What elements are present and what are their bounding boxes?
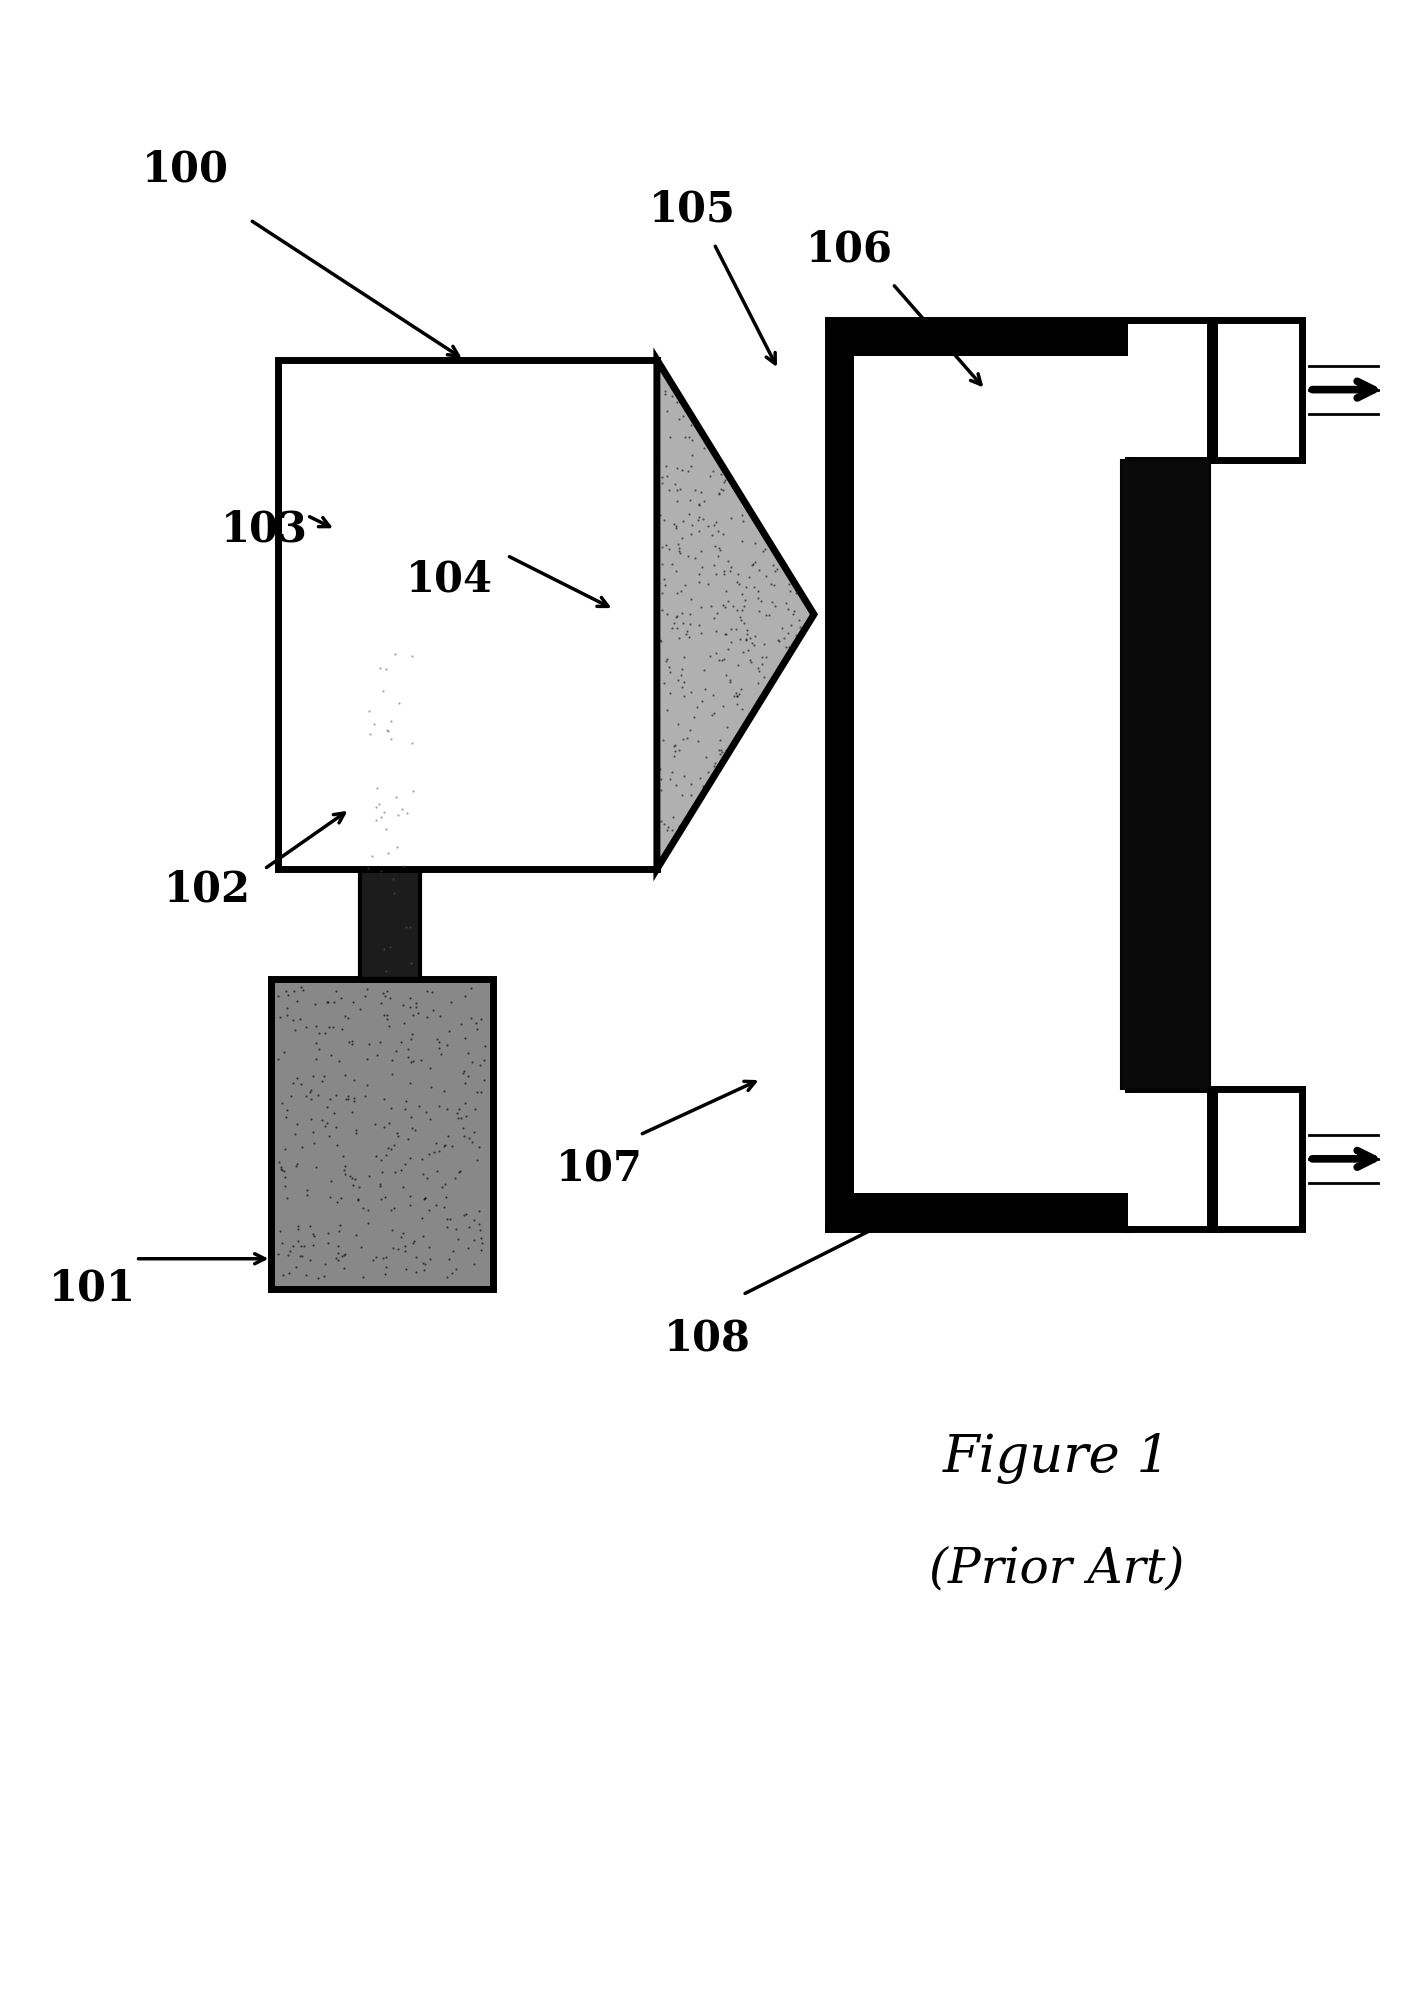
Text: 100: 100 [143,148,228,192]
Text: 105: 105 [650,188,735,232]
Bar [1121,460,1210,1089]
Text: 108: 108 [664,1317,750,1361]
Text: 104: 104 [407,557,493,601]
Text: 103: 103 [221,507,307,551]
Bar [1210,320,1302,460]
Bar [1210,1089,1302,1229]
Text: 101: 101 [50,1267,136,1311]
Text: Figure 1: Figure 1 [942,1433,1171,1485]
Text: 106: 106 [807,228,892,272]
Text: 107: 107 [557,1147,643,1191]
Bar [278,360,657,869]
Text: (Prior Art): (Prior Art) [930,1544,1184,1592]
Polygon shape [657,360,814,869]
Bar [360,629,420,979]
Text: 102: 102 [164,867,250,911]
Bar [271,979,493,1289]
Bar [854,356,1128,1193]
Bar [828,320,1128,1229]
